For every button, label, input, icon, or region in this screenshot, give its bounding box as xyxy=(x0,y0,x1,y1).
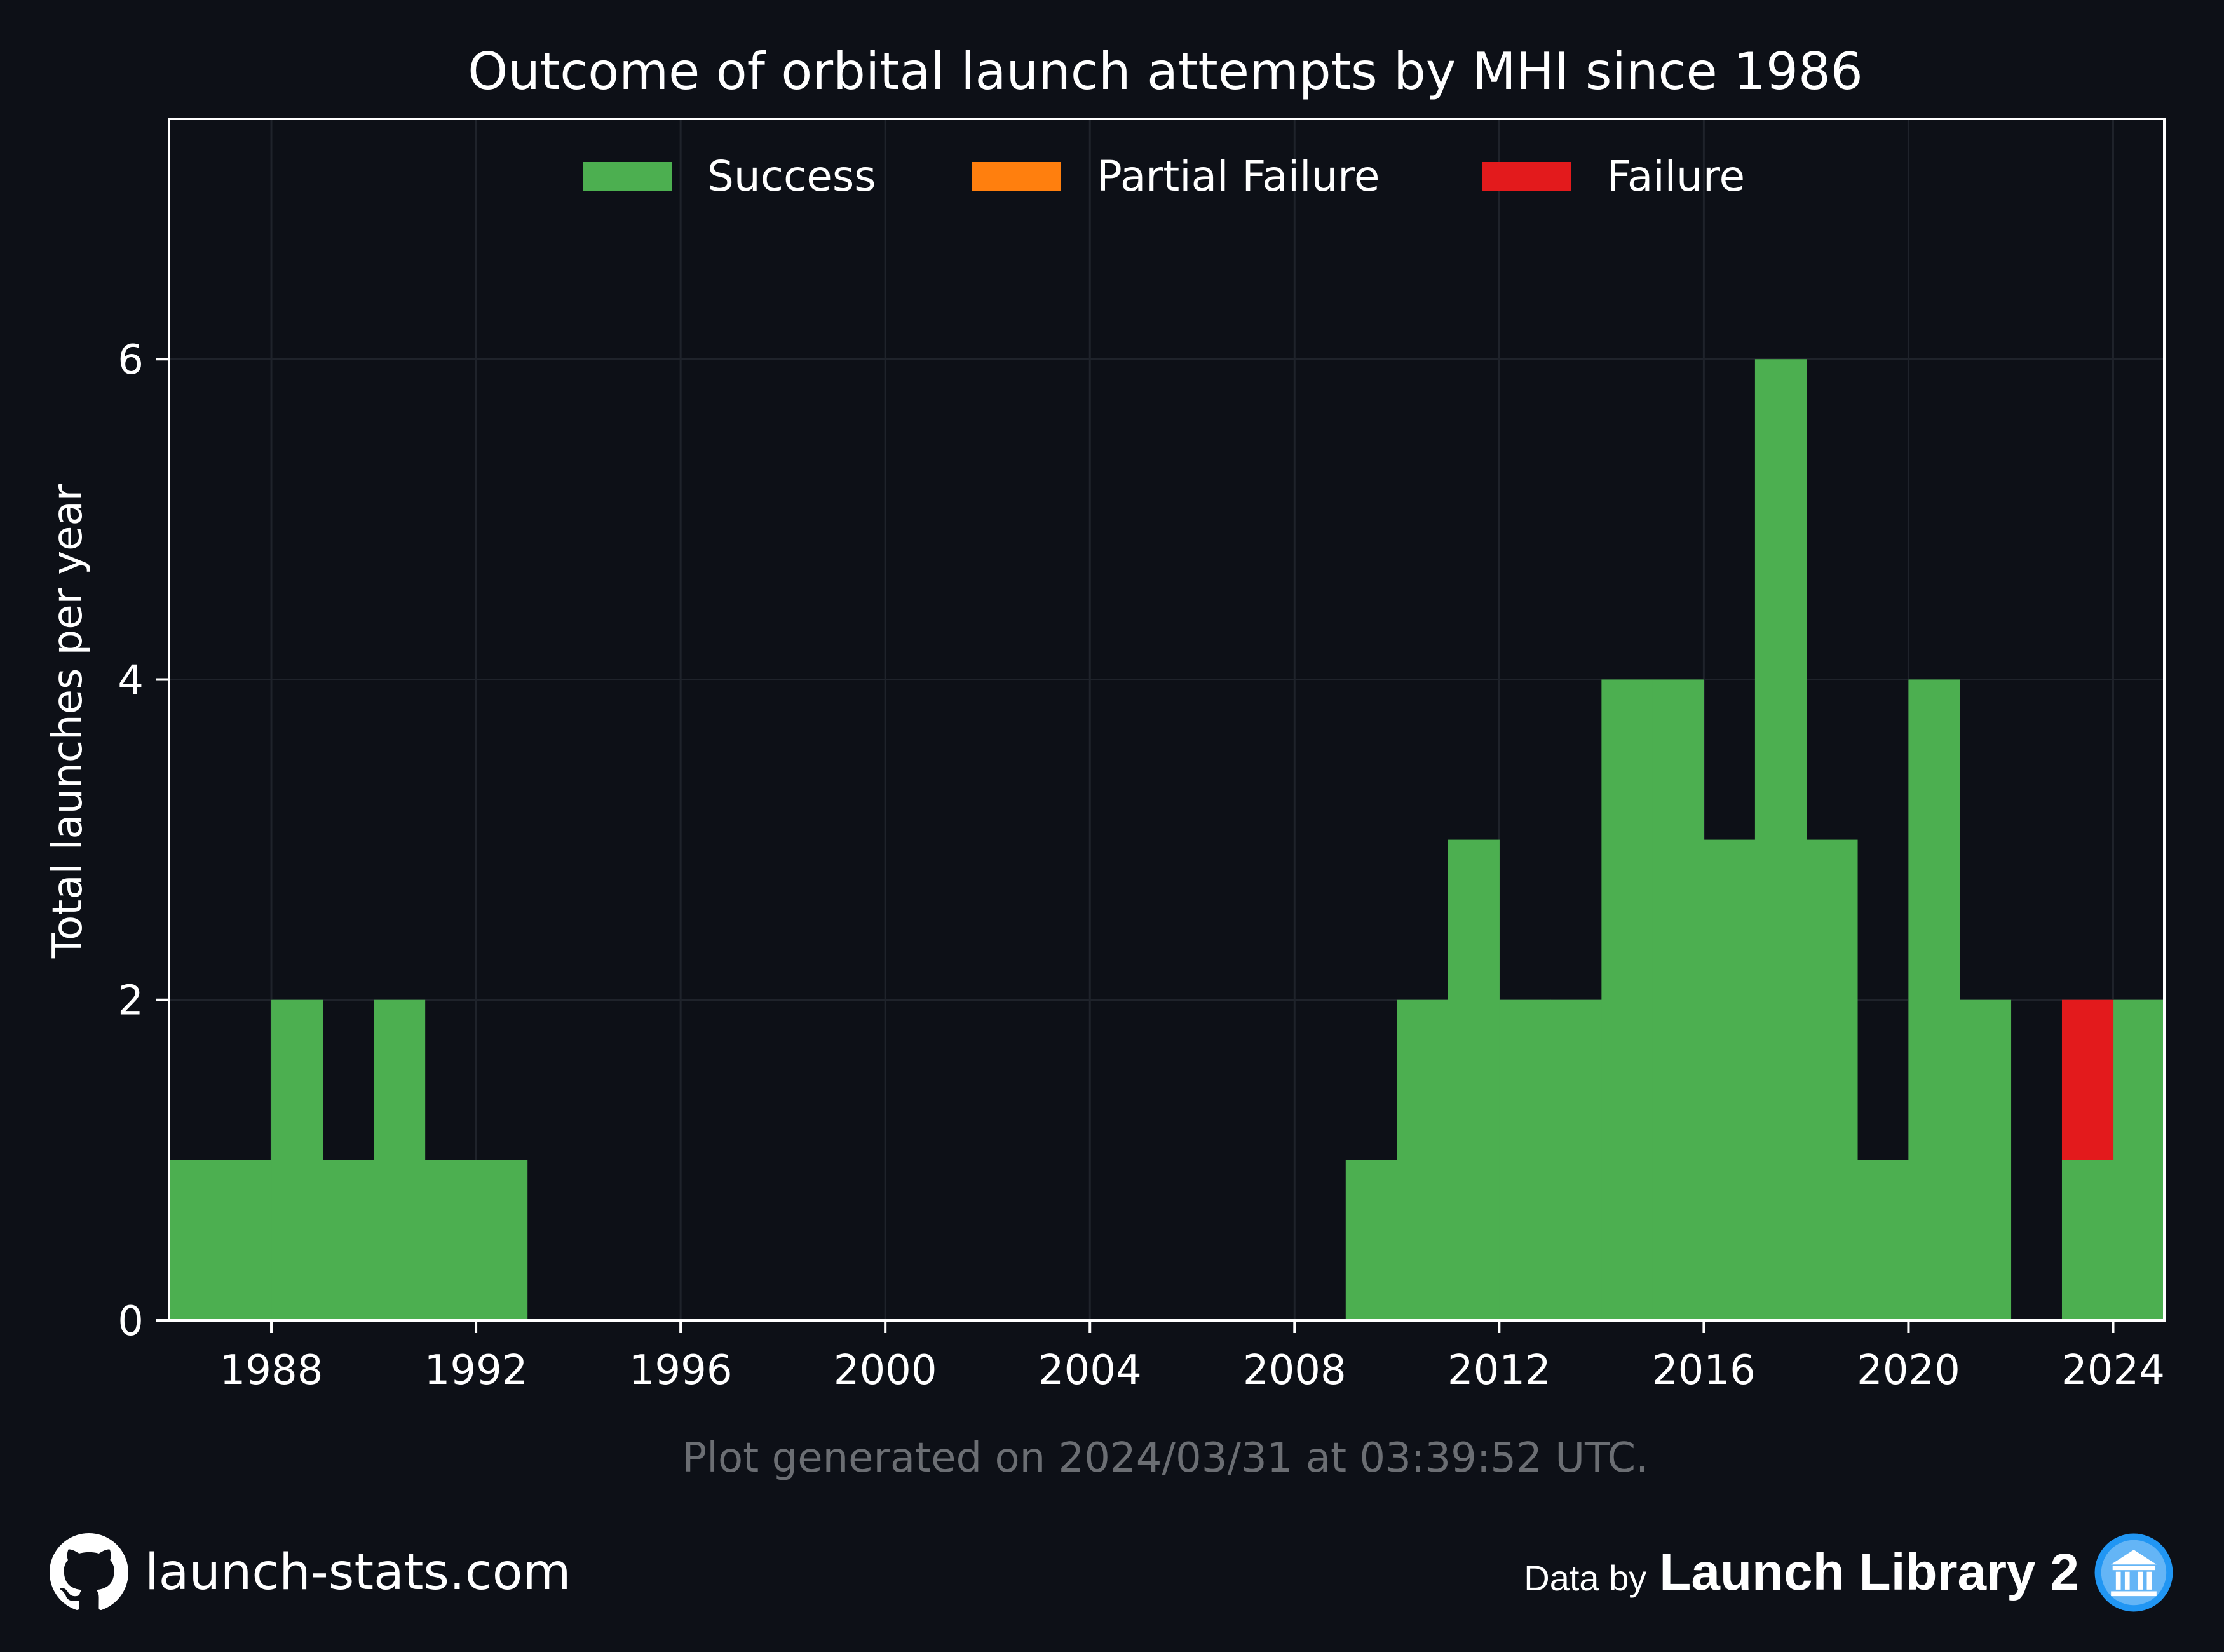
bar-success-2017 xyxy=(1754,359,1807,1321)
bar-success-2015 xyxy=(1652,679,1704,1320)
bar-success-2020 xyxy=(1908,679,1960,1320)
y-axis-label: Total launches per year xyxy=(44,484,92,959)
chart-title: Outcome of orbital launch attempts by MH… xyxy=(468,42,1863,101)
plot-frame xyxy=(168,118,2166,1322)
bar-success-1990 xyxy=(374,999,426,1320)
legend-label: Partial Failure xyxy=(1097,152,1380,201)
y-tick-label: 4 xyxy=(118,657,144,704)
footnote: Plot generated on 2024/03/31 at 03:39:52… xyxy=(682,1435,1649,1482)
x-tick-label: 2004 xyxy=(1038,1347,1142,1394)
bar-failure-2023 xyxy=(2061,999,2114,1160)
x-tick-label: 2024 xyxy=(2061,1347,2165,1394)
x-tick-label: 2020 xyxy=(1857,1347,1960,1394)
site-link[interactable]: launch-stats.com xyxy=(50,1533,571,1611)
bar-success-1988 xyxy=(271,999,323,1320)
legend-swatch xyxy=(583,162,672,191)
bars xyxy=(169,359,2165,1321)
bar-success-2021 xyxy=(1959,999,2012,1320)
bar-success-2010 xyxy=(1397,999,1449,1320)
y-tick-label: 6 xyxy=(118,337,144,384)
bar-success-1991 xyxy=(424,1160,477,1320)
legend-label: Failure xyxy=(1607,152,1745,201)
x-tick-label: 1992 xyxy=(424,1347,528,1394)
library-label: Launch Library 2 xyxy=(1659,1543,2079,1601)
bar-success-2014 xyxy=(1601,679,1653,1320)
legend-label: Success xyxy=(707,152,876,201)
legend: Success Partial Failure Failure xyxy=(583,152,1745,201)
data-by-label: Data by xyxy=(1524,1557,1647,1598)
bar-success-2013 xyxy=(1550,999,1602,1320)
site-label: launch-stats.com xyxy=(145,1544,571,1601)
x-tick-label: 1988 xyxy=(220,1347,323,1394)
bar-success-2012 xyxy=(1499,999,1551,1320)
bar-success-2024 xyxy=(2113,999,2165,1320)
bar-success-2018 xyxy=(1806,839,1858,1320)
x-tick-label: 2012 xyxy=(1448,1347,1551,1394)
x-tick-label: 2000 xyxy=(834,1347,937,1394)
bar-success-2023 xyxy=(2061,1160,2114,1320)
x-tick-label: 2008 xyxy=(1243,1347,1346,1394)
legend-swatch xyxy=(1482,162,1571,191)
data-credit[interactable]: Data by Launch Library 2 xyxy=(1524,1533,2174,1612)
bar-success-1989 xyxy=(322,1160,374,1320)
x-tick-label: 2016 xyxy=(1652,1347,1756,1394)
bar-success-2009 xyxy=(1345,1160,1397,1320)
bar-success-1992 xyxy=(476,1160,528,1320)
bar-success-2016 xyxy=(1704,839,1756,1320)
y-tick-label: 2 xyxy=(118,978,144,1025)
axis-ticks: 1988 1992 1996 2000 2004 2008 2012 2016 2020 2024… xyxy=(118,337,2165,1394)
bar-success-2019 xyxy=(1857,1160,1909,1320)
legend-swatch xyxy=(972,162,1061,191)
grid-lines xyxy=(169,119,2164,1322)
bar-success-1986 xyxy=(169,1160,221,1320)
launch-library-icon xyxy=(2094,1533,2173,1612)
bar-success-2011 xyxy=(1448,839,1500,1320)
github-icon xyxy=(50,1533,128,1610)
y-tick-label: 0 xyxy=(118,1298,144,1345)
bar-success-1987 xyxy=(220,1160,272,1320)
x-tick-label: 1996 xyxy=(629,1347,733,1394)
